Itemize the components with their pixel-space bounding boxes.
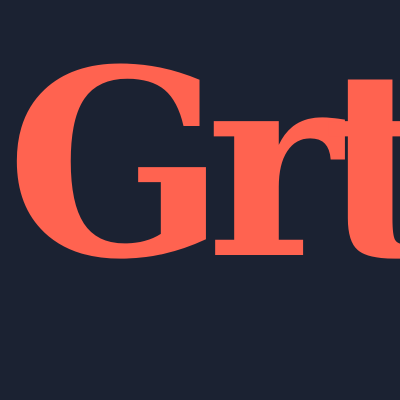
logo-letter-t: t (322, 13, 400, 316)
logo-letter-r: r (206, 13, 342, 316)
logo-letter-g: G (6, 13, 226, 316)
logo-wordmark: Grt (6, 36, 400, 294)
